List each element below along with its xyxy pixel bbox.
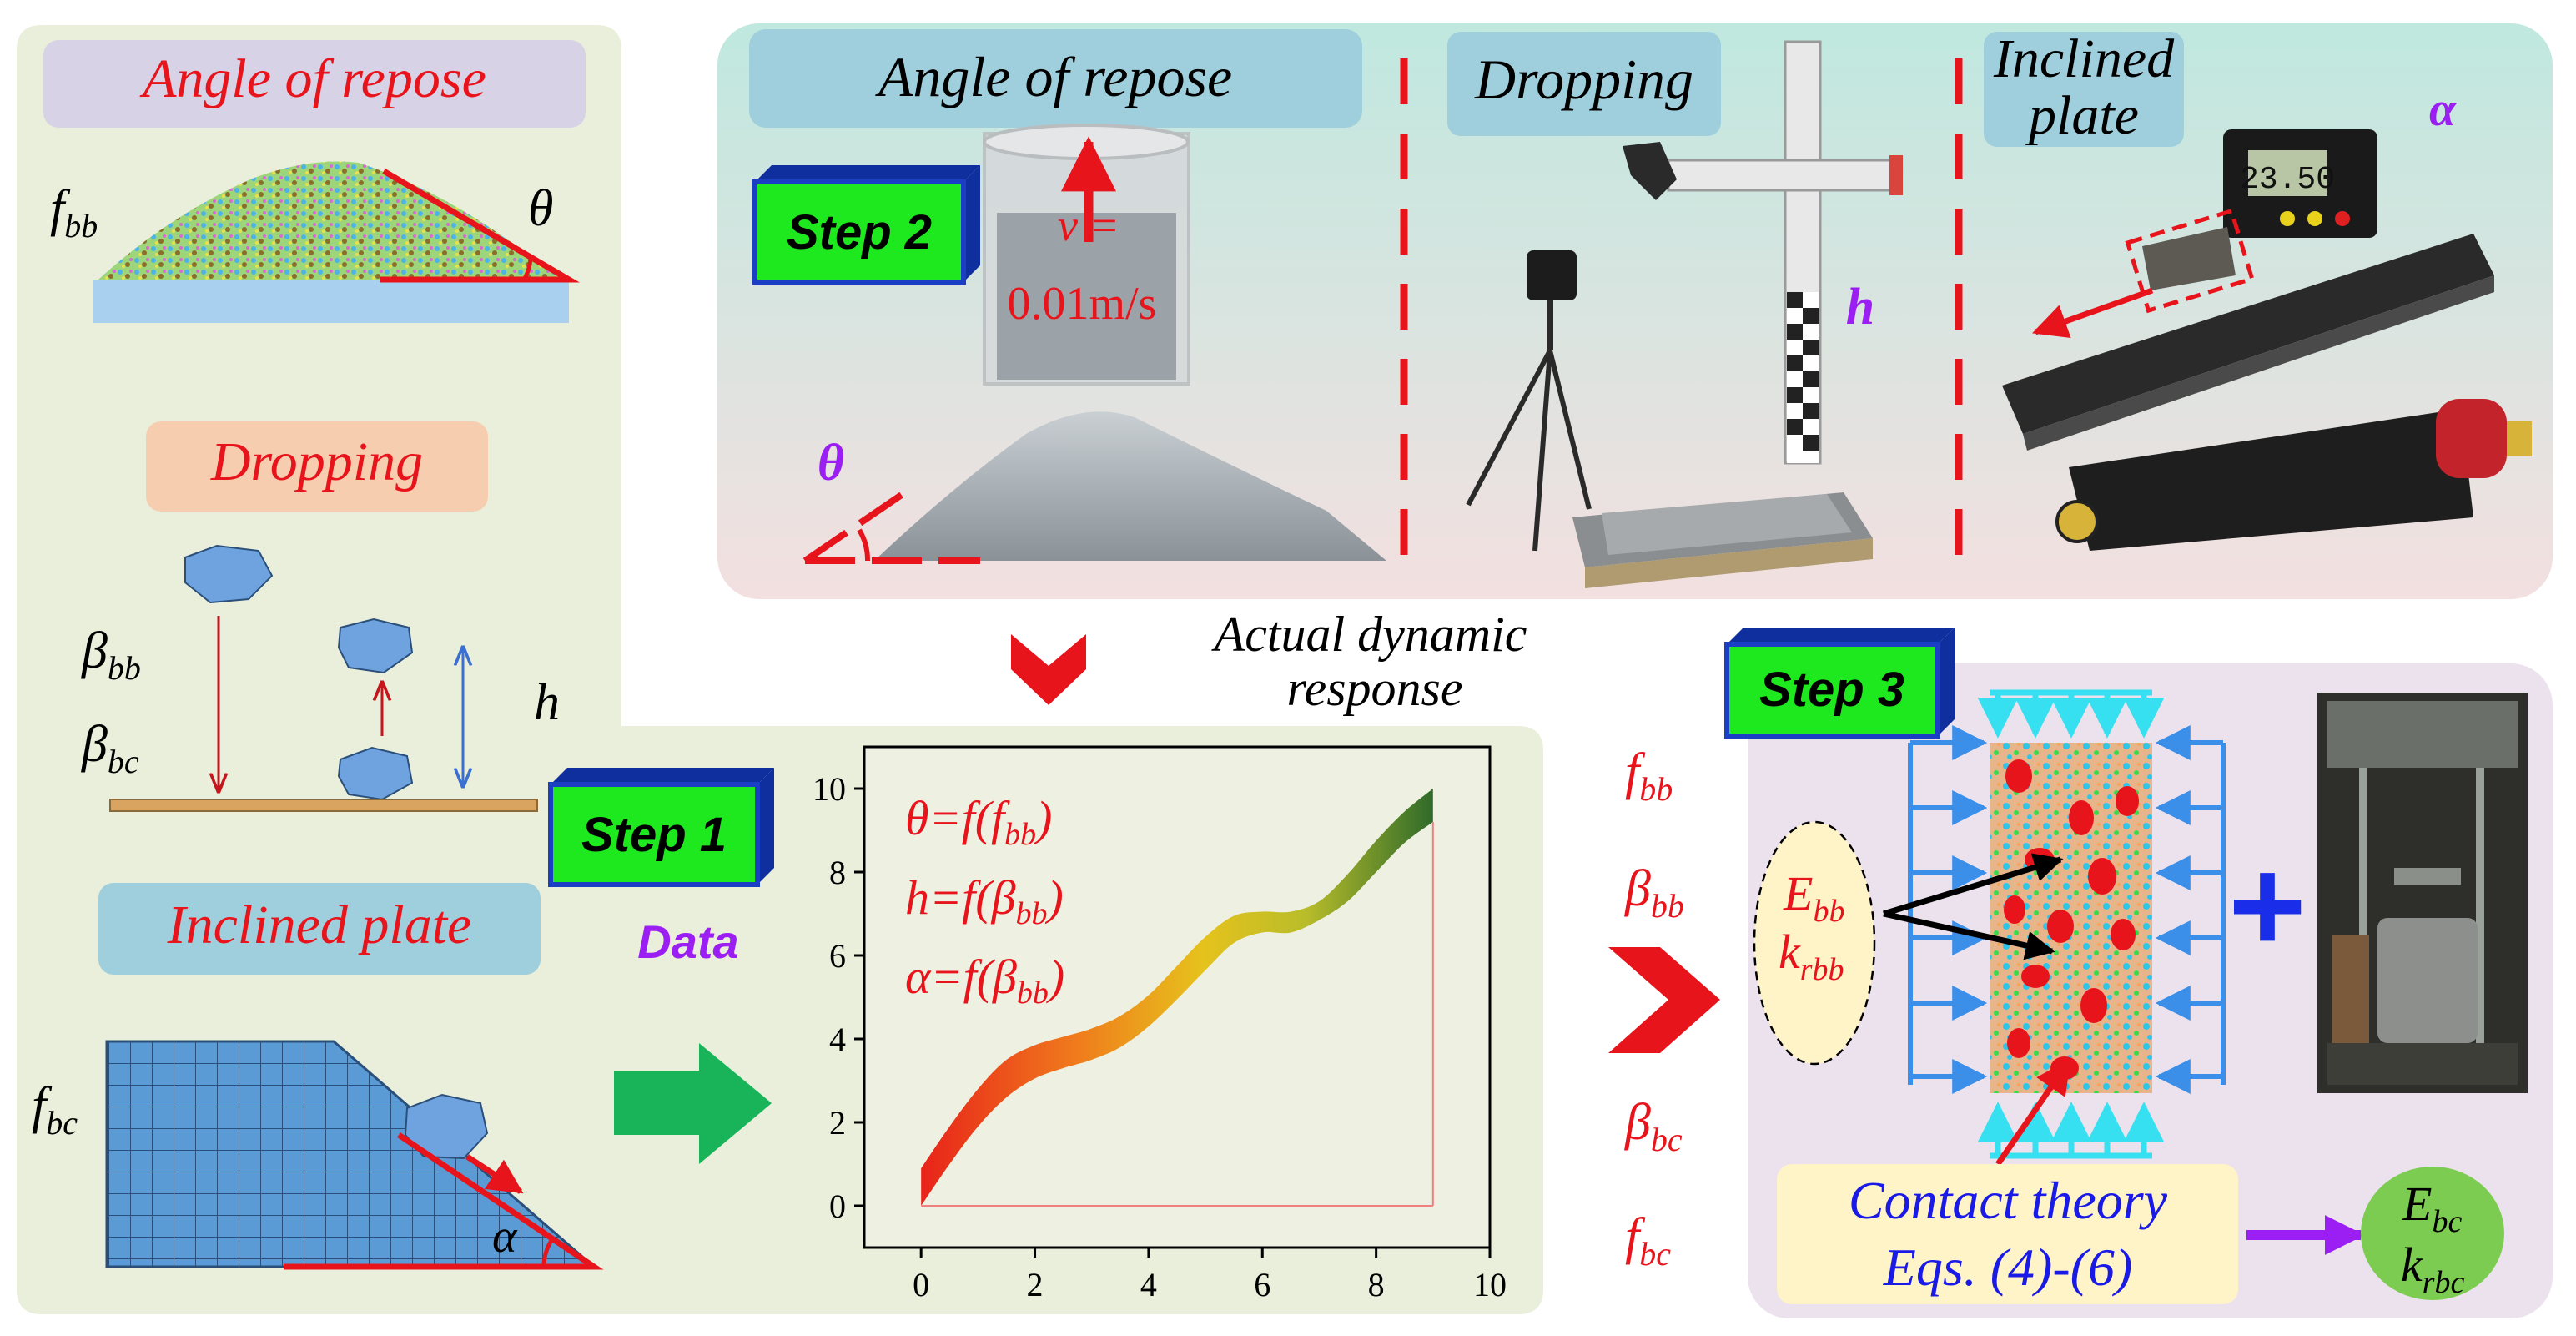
beta-bc-label: βbc bbox=[81, 716, 139, 780]
step3-section: Step 3 bbox=[1724, 628, 2528, 1304]
test-machine bbox=[2317, 693, 2528, 1093]
chart-equation: θ=f(fbb) bbox=[905, 791, 1053, 852]
contact-line1: Contact theory bbox=[1849, 1171, 2168, 1230]
dropping-schematic: Dropping βbb βbc h bbox=[81, 421, 560, 812]
angle-arc bbox=[521, 255, 533, 281]
right-chevron bbox=[1608, 947, 1720, 1053]
h-label: h bbox=[534, 674, 560, 731]
step3-badge: Step 3 bbox=[1724, 628, 1955, 739]
x-tick-label: 2 bbox=[1027, 1266, 1044, 1303]
down-chevron bbox=[1011, 634, 1086, 705]
f-bb-label: fbb bbox=[50, 180, 98, 245]
result-ellipse bbox=[2361, 1167, 2504, 1300]
gravel-pile bbox=[874, 411, 1386, 561]
actual-line2: response bbox=[1286, 661, 1462, 716]
param-label: βbb bbox=[1624, 860, 1684, 925]
rebound-particle bbox=[337, 618, 414, 674]
velocity-line2: 0.01m/s bbox=[1008, 278, 1157, 330]
slide-arrow bbox=[465, 1154, 524, 1194]
confining-arrows bbox=[1908, 725, 2226, 1094]
theta-label: θ bbox=[528, 180, 553, 237]
step2-h: h bbox=[1846, 279, 1874, 335]
x-tick-label: 4 bbox=[1140, 1266, 1157, 1303]
incline-slide-arrow bbox=[2032, 287, 2154, 339]
plus-sign: + bbox=[2228, 830, 2306, 980]
chart-equations: θ=f(fbb) h=f(βbb) α=f(βbb) bbox=[905, 791, 1064, 1011]
chart-band bbox=[921, 789, 1433, 1206]
y-tick-label: 8 bbox=[829, 854, 846, 891]
load-arrows bbox=[1977, 689, 2165, 1159]
krbb-label: krbb bbox=[1779, 925, 1844, 987]
velocity-line1: v = bbox=[1058, 200, 1119, 250]
ebb-ellipse bbox=[1753, 820, 1876, 1066]
dropping-label-box bbox=[146, 421, 488, 512]
step2-dropping-label: Dropping bbox=[1474, 48, 1693, 111]
param-label: βbc bbox=[1624, 1094, 1683, 1158]
granular-pile bbox=[98, 161, 569, 280]
y-tick-label: 4 bbox=[829, 1021, 846, 1058]
pile-angle-lines bbox=[802, 489, 980, 564]
incline-apparatus: 23.50 bbox=[2002, 129, 2532, 551]
step2-section: Angle of repose Dropping Inclined plate … bbox=[749, 28, 2532, 588]
pile-base bbox=[93, 280, 569, 323]
param-label: fbc bbox=[1625, 1208, 1671, 1273]
beta-bb-label: βbb bbox=[81, 623, 141, 687]
krbc-label: krbc bbox=[2401, 1238, 2465, 1300]
contact-box bbox=[1777, 1164, 2238, 1304]
rest-particle bbox=[337, 746, 414, 801]
param-label: fbb bbox=[1625, 744, 1673, 808]
step2-alpha: α bbox=[2429, 82, 2457, 136]
chart-equation: h=f(βbb) bbox=[905, 870, 1064, 931]
contact-arrow-red bbox=[1995, 1058, 2071, 1166]
incline-lines bbox=[284, 1132, 604, 1270]
green-arrow bbox=[614, 1043, 772, 1164]
chart-equation: α=f(βbb) bbox=[905, 950, 1064, 1011]
f-bc-label: fbc bbox=[32, 1077, 78, 1142]
contact-line2: Eqs. (4)-(6) bbox=[1883, 1238, 2133, 1297]
ebc-label: Ebc bbox=[2402, 1177, 2462, 1239]
x-tick-label: 0 bbox=[913, 1266, 929, 1303]
step2-angle-box bbox=[749, 29, 1362, 128]
step2-inclined-line2: plate bbox=[2025, 85, 2139, 146]
angle-of-repose-schematic: Angle of repose fbb θ bbox=[43, 40, 586, 323]
angle-lines bbox=[380, 168, 580, 283]
y-tick-label: 6 bbox=[829, 937, 846, 975]
step2-badge: Step 2 bbox=[752, 165, 980, 285]
x-tick-label: 8 bbox=[1368, 1266, 1385, 1303]
angle-label: Angle of repose bbox=[139, 48, 486, 109]
ebb-label: Ebb bbox=[1783, 866, 1844, 929]
step2-inclined-box bbox=[1984, 32, 2184, 147]
alpha-arc bbox=[541, 1238, 555, 1268]
chart-ticks: 0 2 4 6 8 10 0 2 4 6 8 10 bbox=[813, 770, 1507, 1303]
falling-particle bbox=[184, 544, 274, 604]
inclined-label-box bbox=[98, 883, 541, 975]
y-tick-label: 10 bbox=[813, 770, 846, 808]
angle-label-box bbox=[43, 40, 586, 128]
pile-angle-arc bbox=[857, 528, 871, 562]
inclined-plate-schematic: Inclined plate α fbc bbox=[32, 883, 604, 1270]
step2-theta: θ bbox=[818, 435, 844, 492]
contact-arrow-2 bbox=[1883, 910, 2055, 960]
step2-inclined-line1: Inclined bbox=[1993, 28, 2175, 89]
x-tick-label: 10 bbox=[1473, 1266, 1507, 1303]
protractor-reading: 23.50 bbox=[2240, 162, 2335, 198]
response-chart: 0 2 4 6 8 10 0 2 4 6 8 10 θ=f(fbb) h=f(βbb) α=f(βbb) bbox=[813, 745, 1507, 1303]
step1-badge: Step 1 bbox=[548, 768, 774, 887]
dropping-label: Dropping bbox=[210, 431, 423, 492]
y-tick-label: 0 bbox=[829, 1187, 846, 1225]
alpha-label: α bbox=[492, 1211, 518, 1263]
step2-label: Step 2 bbox=[787, 205, 932, 260]
step2-angle-label: Angle of repose bbox=[875, 45, 1232, 108]
x-tick-label: 6 bbox=[1254, 1266, 1270, 1303]
actual-line1: Actual dynamic bbox=[1211, 607, 1527, 662]
step3-label: Step 3 bbox=[1759, 663, 1904, 717]
step2-dropping-box bbox=[1447, 32, 1721, 136]
y-tick-label: 2 bbox=[829, 1104, 846, 1142]
contact-arrow-1 bbox=[1882, 853, 2064, 917]
data-label: Data bbox=[637, 915, 738, 968]
inclined-label: Inclined plate bbox=[167, 895, 472, 955]
drop-apparatus bbox=[1466, 40, 1903, 588]
step1-label: Step 1 bbox=[581, 808, 727, 862]
drop-plate bbox=[109, 799, 538, 812]
